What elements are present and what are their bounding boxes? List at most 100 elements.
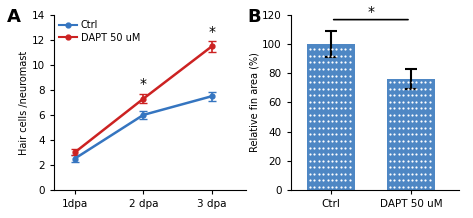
Point	[391, 100, 398, 104]
Point	[342, 146, 349, 149]
Point	[426, 146, 433, 149]
Point	[337, 61, 345, 64]
Point	[315, 185, 323, 189]
Point	[386, 159, 394, 162]
Point	[421, 146, 429, 149]
Point	[386, 87, 394, 90]
Point	[386, 172, 394, 175]
Point	[346, 100, 353, 104]
Point	[315, 179, 323, 182]
Point	[319, 74, 327, 77]
Point	[417, 152, 425, 156]
Point	[328, 87, 336, 90]
Point	[417, 159, 425, 162]
Point	[311, 113, 318, 117]
Point	[342, 172, 349, 175]
Point	[412, 185, 420, 189]
Point	[346, 74, 353, 77]
Point	[426, 80, 433, 84]
Point	[324, 179, 332, 182]
Point	[346, 61, 353, 64]
Point	[386, 120, 394, 123]
Point	[324, 74, 332, 77]
Point	[319, 107, 327, 110]
Point	[328, 80, 336, 84]
Point	[417, 185, 425, 189]
Point	[404, 179, 412, 182]
Point	[408, 172, 416, 175]
Point	[400, 185, 407, 189]
Point	[333, 165, 340, 169]
Point	[426, 120, 433, 123]
Point	[342, 165, 349, 169]
Point	[333, 172, 340, 175]
Point	[307, 61, 314, 64]
Point	[311, 94, 318, 97]
Point	[395, 159, 403, 162]
Point	[315, 126, 323, 130]
Point	[426, 185, 433, 189]
Point	[311, 48, 318, 51]
Y-axis label: Relative fin area (%): Relative fin area (%)	[249, 53, 259, 152]
Text: B: B	[247, 8, 261, 26]
Point	[324, 80, 332, 84]
Point	[328, 48, 336, 51]
Point	[337, 185, 345, 189]
Point	[333, 179, 340, 182]
Point	[421, 126, 429, 130]
Point	[346, 133, 353, 136]
Point	[337, 179, 345, 182]
Point	[426, 152, 433, 156]
Point	[408, 87, 416, 90]
Point	[404, 146, 412, 149]
Point	[421, 87, 429, 90]
Point	[391, 172, 398, 175]
Point	[408, 94, 416, 97]
Point	[311, 87, 318, 90]
Point	[315, 67, 323, 71]
Point	[315, 100, 323, 104]
Point	[342, 94, 349, 97]
Point	[315, 146, 323, 149]
Point	[337, 48, 345, 51]
Point	[319, 159, 327, 162]
Point	[408, 159, 416, 162]
Point	[342, 100, 349, 104]
Point	[386, 152, 394, 156]
Point	[346, 54, 353, 58]
Point	[333, 185, 340, 189]
Point	[391, 133, 398, 136]
Point	[324, 113, 332, 117]
Point	[408, 146, 416, 149]
Point	[412, 120, 420, 123]
Point	[342, 61, 349, 64]
Point	[391, 159, 398, 162]
Point	[319, 139, 327, 143]
Point	[408, 120, 416, 123]
Point	[391, 87, 398, 90]
Point	[421, 179, 429, 182]
Point	[307, 185, 314, 189]
Point	[408, 133, 416, 136]
Point	[319, 133, 327, 136]
Point	[307, 139, 314, 143]
Point	[395, 87, 403, 90]
Legend: Ctrl, DAPT 50 uM: Ctrl, DAPT 50 uM	[59, 20, 140, 43]
Point	[346, 152, 353, 156]
Point	[417, 113, 425, 117]
Point	[337, 107, 345, 110]
Point	[319, 113, 327, 117]
Point	[404, 126, 412, 130]
Point	[324, 87, 332, 90]
Point	[319, 67, 327, 71]
Point	[307, 126, 314, 130]
Point	[426, 107, 433, 110]
Point	[404, 107, 412, 110]
Point	[395, 133, 403, 136]
Point	[337, 100, 345, 104]
Point	[386, 100, 394, 104]
Point	[337, 159, 345, 162]
Point	[408, 100, 416, 104]
Point	[328, 107, 336, 110]
Point	[307, 172, 314, 175]
